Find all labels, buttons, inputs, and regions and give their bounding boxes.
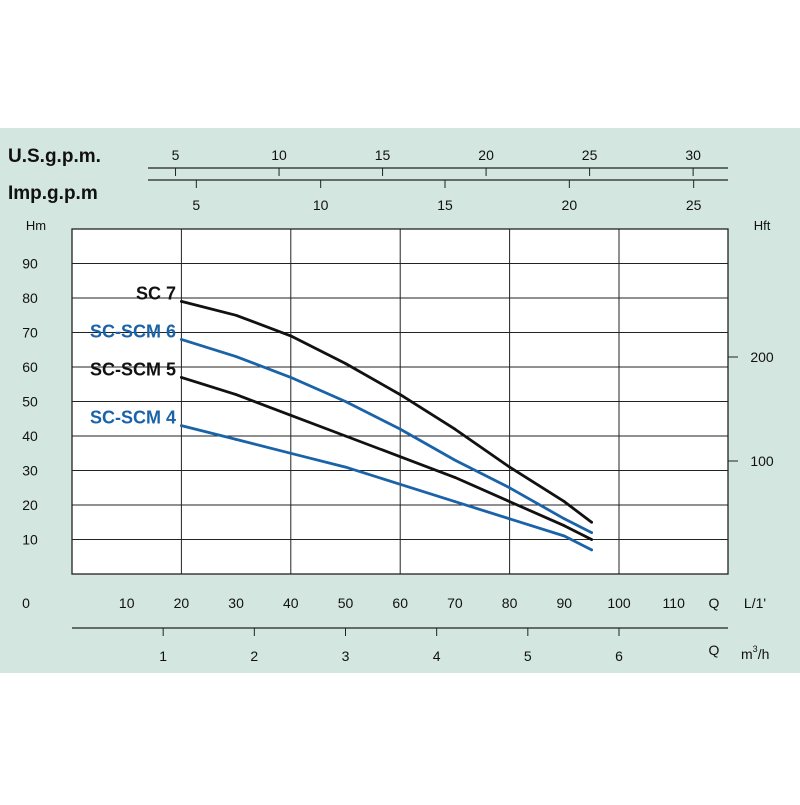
imp-gpm-tick-label: 5 [192, 197, 200, 213]
y-tick-label: 20 [22, 497, 38, 513]
series-label-4: SC-SCM 4 [90, 408, 176, 428]
series-point-3 [289, 414, 293, 417]
series-point-3 [180, 376, 183, 379]
y-tick-label: 60 [22, 359, 38, 375]
y-tick-label: 40 [22, 428, 38, 444]
series-point-2 [180, 338, 183, 341]
grid [71, 228, 729, 575]
y-tick-label: 80 [22, 290, 38, 306]
m3h-tick-label: 2 [250, 648, 258, 664]
plot-border [71, 228, 729, 575]
series-label-2: SC-SCM 6 [90, 321, 176, 341]
m3h-unit-tail: /h [758, 646, 770, 662]
series-point-2 [508, 486, 511, 490]
x-tick-label: 40 [283, 595, 299, 611]
y-tick-label: 70 [22, 325, 38, 341]
series-label-1: SC 7 [136, 283, 176, 303]
series-point-1 [453, 427, 457, 431]
us-gpm-tick-label: 30 [685, 147, 701, 163]
series-point-1 [563, 500, 566, 503]
x-tick-label: 70 [447, 595, 463, 611]
us-gpm-tick-label: 10 [271, 147, 287, 163]
series-point-4 [234, 438, 238, 441]
x-tick-label: 50 [338, 595, 354, 611]
y2-tick-label: 100 [750, 453, 774, 469]
x-tick-label: 100 [607, 595, 631, 611]
imp-gpm-tick-label: 25 [686, 197, 702, 213]
series-point-3 [453, 476, 457, 479]
x-tick-label: 20 [174, 595, 190, 611]
us-gpm-label: U.S.g.p.m. [8, 146, 101, 167]
series-point-2 [563, 517, 566, 521]
imp-gpm-tick-label: 10 [313, 197, 329, 213]
x-tick-label: 90 [557, 595, 573, 611]
curves [180, 300, 593, 552]
series-point-2 [590, 531, 593, 534]
x-tick-label: 60 [392, 595, 408, 611]
us-gpm-tick-label: 5 [172, 147, 180, 163]
series-point-2 [453, 458, 457, 462]
y2-axis-label: Hft [754, 218, 771, 233]
y-tick-label: 30 [22, 463, 38, 479]
series-point-4 [563, 534, 566, 538]
x-tick-label: 80 [502, 595, 518, 611]
series-point-3 [398, 455, 402, 459]
m3h-tick-label: 6 [615, 648, 623, 664]
series-point-4 [180, 424, 183, 427]
x-axis-label: Q [709, 595, 720, 611]
series-point-4 [289, 451, 293, 455]
series-point-1 [234, 313, 238, 317]
series-point-4 [453, 500, 457, 503]
x-tick-label: 0 [22, 595, 30, 611]
axes [72, 167, 738, 636]
series-point-2 [289, 376, 293, 379]
series-point-1 [344, 362, 347, 365]
series-point-1 [180, 300, 183, 303]
series-point-2 [398, 427, 402, 431]
series-point-4 [398, 483, 402, 486]
m3h-tick-label: 5 [524, 648, 532, 664]
m3h-unit-label: m3/h [741, 644, 769, 662]
us-gpm-tick-label: 20 [478, 147, 494, 163]
x-tick-label: 110 [663, 595, 686, 611]
x-tick-label: 10 [119, 595, 135, 611]
series-point-3 [234, 393, 238, 396]
m3h-tick-label: 3 [342, 648, 350, 664]
us-gpm-tick-label: 15 [375, 147, 391, 163]
imp-gpm-tick-label: 15 [437, 197, 453, 213]
us-gpm-tick-label: 25 [582, 147, 598, 163]
series-point-2 [234, 355, 238, 358]
m3h-tick-label: 1 [159, 648, 167, 664]
series-point-1 [508, 465, 511, 469]
imp-gpm-tick-label: 20 [562, 197, 578, 213]
series-point-3 [563, 524, 566, 527]
series-point-4 [344, 465, 347, 469]
y-tick-label: 50 [22, 394, 38, 410]
imp-gpm-label: Imp.g.p.m [8, 183, 98, 204]
series-point-3 [344, 434, 347, 438]
series-label-3: SC-SCM 5 [90, 359, 176, 379]
m3h-axis-label: Q [709, 642, 720, 658]
y-tick-label: 90 [22, 256, 38, 272]
series-point-3 [590, 538, 593, 541]
x-tick-label: 30 [228, 595, 244, 611]
y-axis-label: Hm [26, 218, 46, 233]
series-point-4 [590, 548, 593, 552]
series-point-2 [344, 400, 347, 403]
series-point-1 [398, 393, 402, 396]
series-point-4 [508, 517, 511, 521]
series-point-3 [508, 500, 511, 503]
x-unit-label: L/1' [744, 595, 766, 611]
labels: Hm 10 20 30 40 50 60 70 80 90 Hft 100 200 0 10 20 30 40 50… [8, 146, 774, 664]
series-point-1 [590, 520, 593, 524]
m3h-unit-base: m [741, 646, 753, 662]
y2-tick-label: 200 [750, 349, 774, 365]
y-tick-label: 10 [22, 532, 38, 548]
series-point-1 [289, 334, 293, 338]
m3h-unit-sup: 3 [753, 644, 758, 654]
m3h-tick-label: 4 [433, 648, 441, 664]
